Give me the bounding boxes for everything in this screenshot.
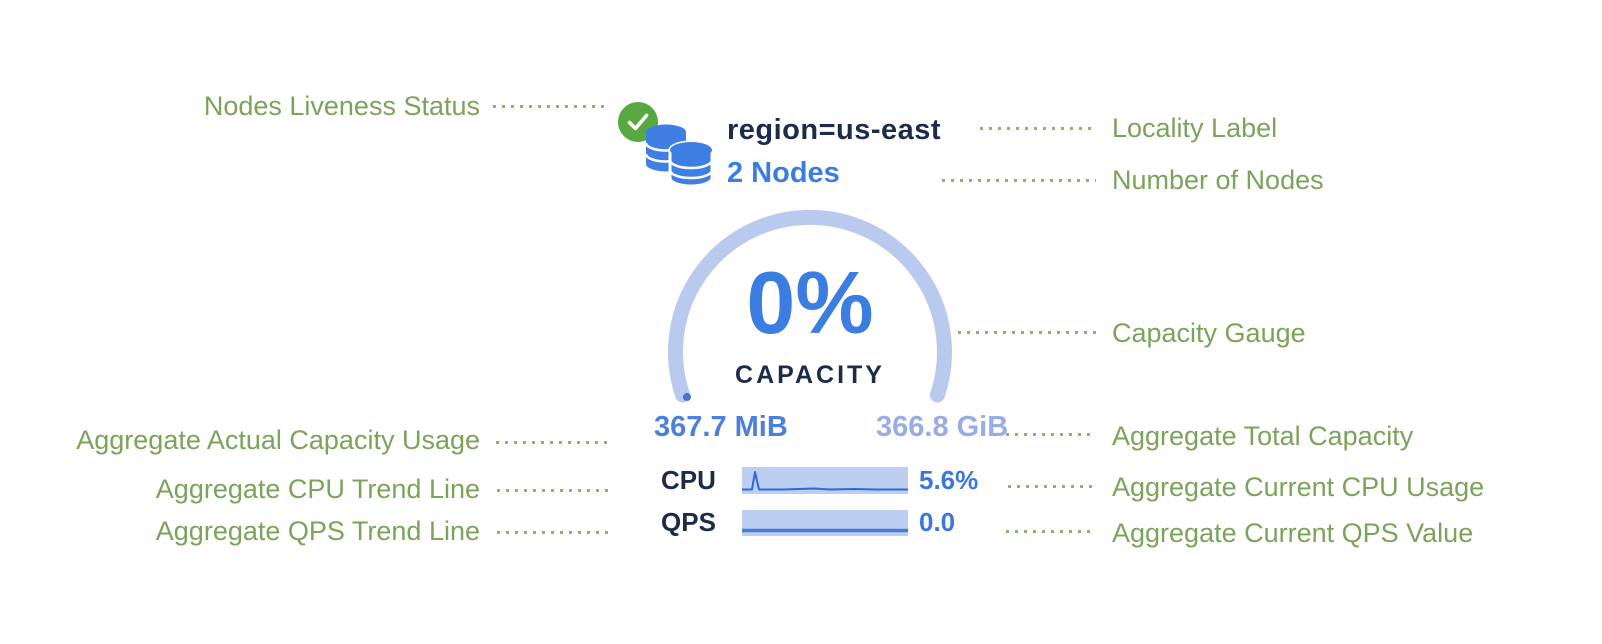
cpu-trend-line xyxy=(742,471,908,491)
capacity-gauge-arc xyxy=(668,209,952,403)
capacity-caption: CAPACITY xyxy=(735,361,885,389)
total-capacity-value: 366.8 GiB xyxy=(876,411,1009,443)
leader-line-current-cpu xyxy=(1008,485,1096,488)
callout-capacity-gauge: Capacity Gauge xyxy=(1112,318,1306,348)
qps-sparkline xyxy=(742,510,908,536)
qps-label: QPS xyxy=(661,507,716,537)
callout-nodes-liveness-status: Nodes Liveness Status xyxy=(203,91,480,121)
qps-current-value: 0.0 xyxy=(919,507,956,537)
leader-line-current-qps xyxy=(1006,530,1096,533)
gauge-zero-tick xyxy=(683,393,691,401)
cpu-sparkline xyxy=(742,467,908,494)
leader-line-total-capacity xyxy=(1006,433,1096,436)
locality-label: region=us-east xyxy=(727,114,942,146)
cpu-label: CPU xyxy=(661,465,716,495)
leader-line-actual-capacity xyxy=(496,441,612,444)
cpu-current-value: 5.6% xyxy=(919,465,979,495)
leader-line-number-of-nodes xyxy=(942,179,1096,182)
callout-aggregate-cpu-trend-line: Aggregate CPU Trend Line xyxy=(155,474,480,504)
callout-aggregate-actual-capacity-usage: Aggregate Actual Capacity Usage xyxy=(76,425,480,455)
capacity-percent: 0% xyxy=(746,253,874,352)
database-stack-icon xyxy=(644,119,714,193)
used-capacity-value: 367.7 MiB xyxy=(654,411,788,443)
callout-aggregate-qps-trend-line: Aggregate QPS Trend Line xyxy=(155,516,480,546)
leader-line-qps-trend xyxy=(497,531,609,534)
leader-line-capacity-gauge xyxy=(958,331,1096,334)
callout-aggregate-current-cpu-usage: Aggregate Current CPU Usage xyxy=(1112,472,1485,502)
callout-aggregate-total-capacity: Aggregate Total Capacity xyxy=(1112,421,1414,451)
leader-line-nodes-liveness xyxy=(493,105,607,108)
callout-aggregate-current-qps-value: Aggregate Current QPS Value xyxy=(1112,518,1474,548)
callout-number-of-nodes: Number of Nodes xyxy=(1112,165,1324,195)
leader-line-locality xyxy=(980,127,1096,130)
leader-line-cpu-trend xyxy=(497,489,609,492)
callout-locality-label: Locality Label xyxy=(1112,113,1278,143)
nodes-count-link[interactable]: 2 Nodes xyxy=(727,157,840,189)
